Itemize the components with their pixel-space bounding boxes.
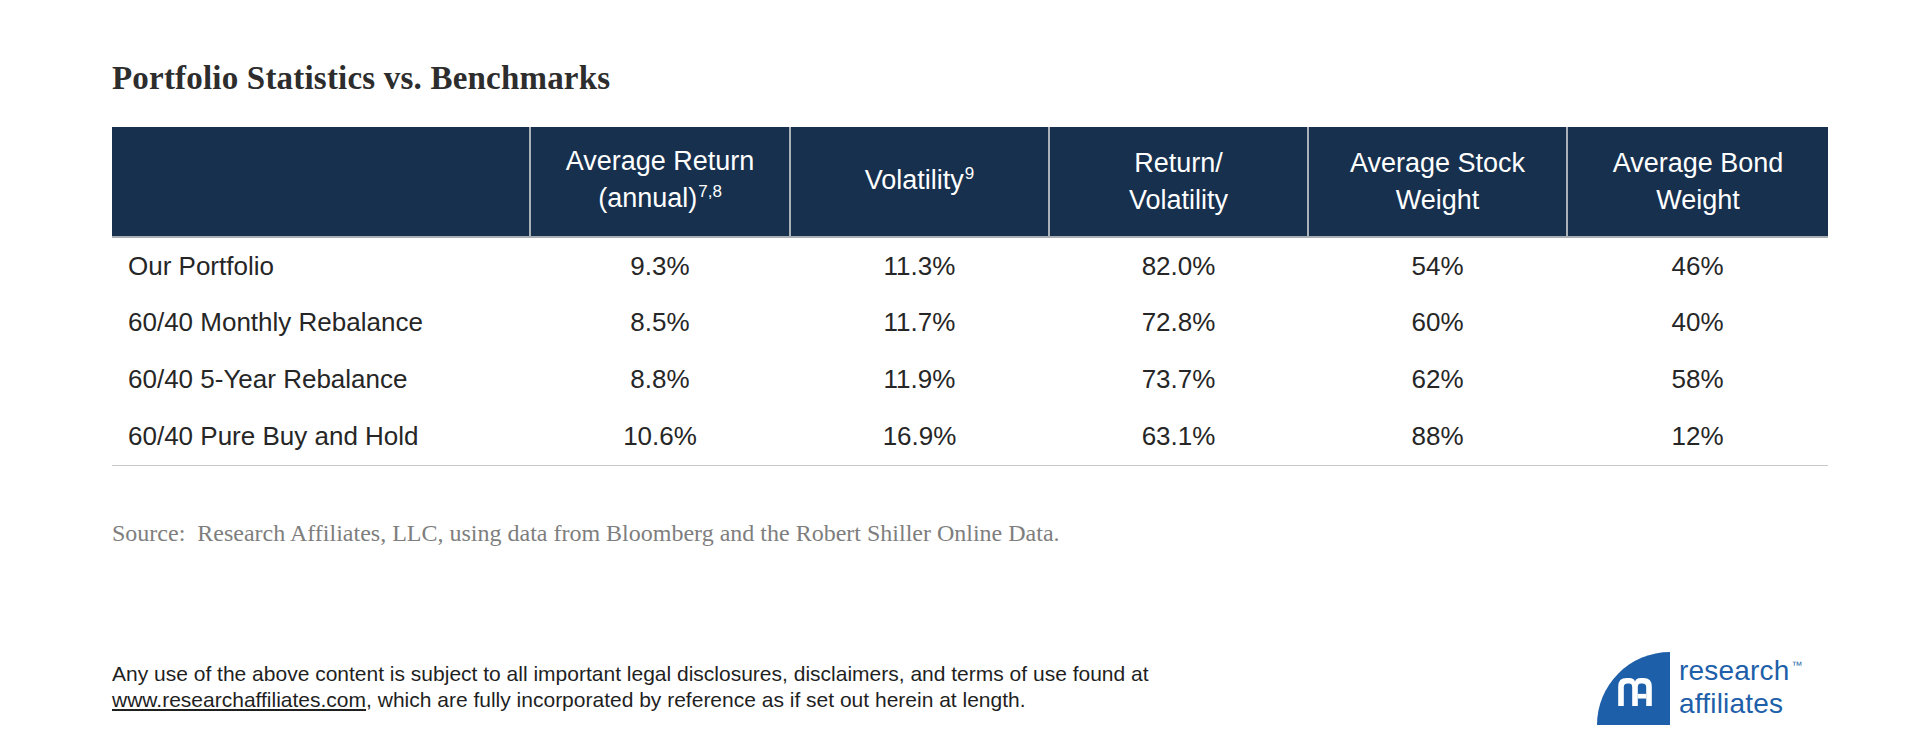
col-header-volatility: Volatility9 [790,127,1049,237]
cell-stock-weight: 54% [1308,237,1567,294]
cell-stock-weight: 62% [1308,351,1567,408]
stats-table: Average Return (annual)7,8 Volatility9 R… [112,127,1828,466]
cell-average-return: 9.3% [530,237,790,294]
disclaimer-line2: , which are fully incorporated by refere… [366,688,1026,711]
table-row: 60/40 Monthly Rebalance 8.5% 11.7% 72.8%… [112,294,1828,351]
header-line: Weight [1656,185,1740,215]
trademark-symbol: ™ [1792,659,1803,671]
row-label: 60/40 Pure Buy and Hold [112,408,530,465]
cell-bond-weight: 58% [1567,351,1828,408]
source-note: Source: Research Affiliates, LLC, using … [112,520,1060,547]
cell-stock-weight: 88% [1308,408,1567,465]
row-label: 60/40 Monthly Rebalance [112,294,530,351]
col-header-blank [112,127,530,237]
cell-return-volatility: 72.8% [1049,294,1308,351]
legal-disclaimer: Any use of the above content is subject … [112,661,1332,713]
col-header-return-volatility: Return/ Volatility [1049,127,1308,237]
col-header-average-bond-weight: Average Bond Weight [1567,127,1828,237]
cell-volatility: 11.9% [790,351,1049,408]
row-label: 60/40 5-Year Rebalance [112,351,530,408]
cell-average-return: 8.5% [530,294,790,351]
ra-monogram-icon [1597,652,1670,725]
cell-stock-weight: 60% [1308,294,1567,351]
cell-volatility: 11.7% [790,294,1049,351]
header-superscript: 7,8 [698,182,722,201]
cell-return-volatility: 73.7% [1049,351,1308,408]
logo-wordmark: research™ affiliates [1679,657,1803,717]
ra-monogram-glyph [1617,678,1653,706]
logo-word-affiliates: affiliates [1679,688,1783,719]
logo-word-research: research [1679,655,1790,686]
row-label: Our Portfolio [112,237,530,294]
cell-bond-weight: 12% [1567,408,1828,465]
header-line: Volatility [1129,185,1228,215]
header-line: Volatility [865,165,964,195]
header-line: Average Return [566,146,755,176]
table-row: 60/40 5-Year Rebalance 8.8% 11.9% 73.7% … [112,351,1828,408]
col-header-average-stock-weight: Average Stock Weight [1308,127,1567,237]
table-row: 60/40 Pure Buy and Hold 10.6% 16.9% 63.1… [112,408,1828,465]
cell-average-return: 8.8% [530,351,790,408]
header-line: Average Stock [1350,148,1525,178]
cell-volatility: 11.3% [790,237,1049,294]
cell-bond-weight: 40% [1567,294,1828,351]
header-row: Average Return (annual)7,8 Volatility9 R… [112,127,1828,237]
exhibit-canvas: Portfolio Statistics vs. Benchmarks Aver… [0,0,1920,751]
header-line: Weight [1396,185,1480,215]
header-line: Return/ [1134,148,1223,178]
website-link[interactable]: www.researchaffiliates.com [112,688,366,711]
logo: research™ affiliates [1597,652,1837,727]
disclaimer-line1: Any use of the above content is subject … [112,662,1149,685]
cell-average-return: 10.6% [530,408,790,465]
table-row: Our Portfolio 9.3% 11.3% 82.0% 54% 46% [112,237,1828,294]
stats-table-container: Average Return (annual)7,8 Volatility9 R… [112,127,1828,466]
cell-return-volatility: 63.1% [1049,408,1308,465]
cell-return-volatility: 82.0% [1049,237,1308,294]
cell-volatility: 16.9% [790,408,1049,465]
header-line: Average Bond [1613,148,1784,178]
page-title: Portfolio Statistics vs. Benchmarks [112,60,610,97]
col-header-average-return: Average Return (annual)7,8 [530,127,790,237]
cell-bond-weight: 46% [1567,237,1828,294]
header-superscript: 9 [965,164,974,183]
header-line: (annual) [598,183,697,213]
